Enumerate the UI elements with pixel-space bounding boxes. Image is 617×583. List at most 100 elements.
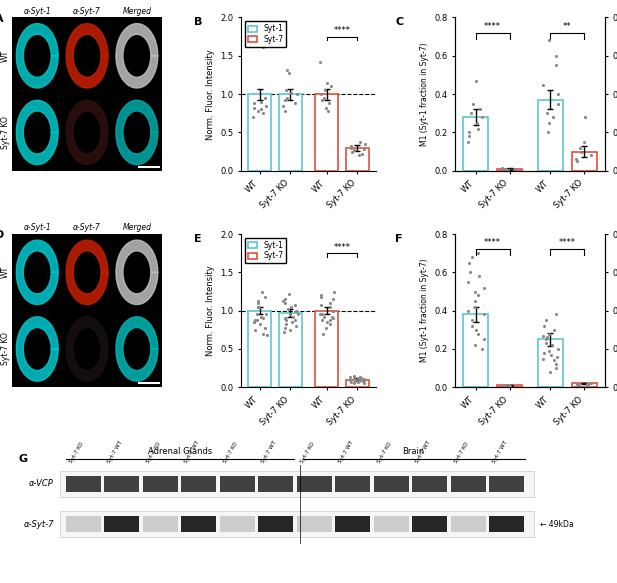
Point bbox=[541, 315, 551, 325]
FancyBboxPatch shape bbox=[489, 516, 524, 532]
Text: α-Syt-7: α-Syt-7 bbox=[73, 7, 101, 16]
FancyBboxPatch shape bbox=[220, 476, 255, 492]
Point bbox=[477, 113, 487, 122]
Text: α-Syt-7: α-Syt-7 bbox=[73, 223, 101, 233]
Point bbox=[253, 302, 263, 311]
Text: Syt-7 KO: Syt-7 KO bbox=[1, 116, 10, 149]
Point bbox=[325, 298, 335, 308]
Point bbox=[260, 323, 270, 332]
Text: Merged: Merged bbox=[122, 223, 151, 233]
Point bbox=[574, 381, 584, 391]
Point bbox=[359, 145, 369, 154]
Point bbox=[547, 340, 557, 350]
Point bbox=[358, 377, 368, 386]
Point bbox=[327, 312, 337, 321]
Point bbox=[354, 374, 364, 384]
Bar bbox=[571, 152, 597, 171]
Point bbox=[325, 302, 335, 311]
Point bbox=[350, 375, 360, 384]
Point bbox=[253, 298, 263, 308]
Point bbox=[350, 379, 360, 388]
Point bbox=[355, 375, 365, 384]
Point bbox=[288, 318, 297, 327]
FancyBboxPatch shape bbox=[60, 511, 534, 537]
Point bbox=[249, 99, 259, 108]
FancyBboxPatch shape bbox=[374, 476, 408, 492]
Point bbox=[326, 82, 336, 91]
Legend: Syt-1, Syt-7: Syt-1, Syt-7 bbox=[245, 238, 286, 264]
Point bbox=[319, 93, 329, 103]
Point bbox=[355, 372, 365, 381]
Point bbox=[503, 165, 513, 174]
Text: Syt-7 WT: Syt-7 WT bbox=[107, 440, 123, 464]
Point bbox=[579, 138, 589, 147]
Point bbox=[346, 142, 356, 151]
Point bbox=[350, 374, 360, 383]
Point bbox=[319, 312, 329, 321]
Point bbox=[284, 310, 294, 319]
Point bbox=[574, 380, 584, 389]
Bar bbox=[537, 339, 563, 387]
Point bbox=[586, 151, 596, 160]
Text: WT: WT bbox=[1, 50, 10, 62]
Point bbox=[541, 339, 551, 348]
Point bbox=[539, 348, 549, 357]
Point bbox=[580, 113, 590, 122]
Point bbox=[286, 302, 296, 311]
Point bbox=[262, 101, 271, 110]
Point bbox=[249, 103, 259, 113]
Text: F: F bbox=[395, 234, 403, 244]
Polygon shape bbox=[116, 240, 158, 304]
Y-axis label: M1 (Syt-1 fraction in Syt-7): M1 (Syt-1 fraction in Syt-7) bbox=[420, 43, 429, 146]
Point bbox=[551, 360, 561, 369]
Text: ← 49kDa: ← 49kDa bbox=[539, 519, 573, 529]
Point bbox=[323, 99, 333, 108]
Bar bbox=[112, 17, 162, 94]
Bar bbox=[571, 384, 597, 387]
Point bbox=[260, 93, 270, 103]
Point bbox=[260, 292, 270, 301]
Y-axis label: Norm. Fluor. Intensity: Norm. Fluor. Intensity bbox=[206, 265, 215, 356]
FancyBboxPatch shape bbox=[335, 476, 370, 492]
FancyBboxPatch shape bbox=[220, 516, 255, 532]
Point bbox=[549, 356, 559, 365]
Point bbox=[553, 345, 563, 354]
FancyBboxPatch shape bbox=[297, 516, 331, 532]
Point bbox=[544, 36, 554, 45]
Point bbox=[539, 321, 549, 331]
Point bbox=[474, 105, 484, 114]
Point bbox=[479, 283, 489, 292]
FancyBboxPatch shape bbox=[65, 516, 101, 532]
Point bbox=[464, 128, 474, 137]
Point bbox=[468, 99, 478, 108]
Point bbox=[316, 291, 326, 300]
Point bbox=[280, 298, 290, 308]
Point bbox=[258, 42, 268, 51]
Y-axis label: Norm. Fluor. Intensity: Norm. Fluor. Intensity bbox=[206, 49, 215, 139]
Bar bbox=[315, 94, 338, 171]
Point bbox=[256, 312, 266, 321]
Bar bbox=[12, 17, 62, 94]
Point bbox=[321, 103, 331, 113]
Point bbox=[542, 333, 552, 342]
Point bbox=[291, 306, 301, 315]
Point bbox=[470, 340, 479, 350]
Point bbox=[316, 300, 326, 309]
Bar bbox=[12, 94, 62, 171]
Point bbox=[471, 325, 481, 335]
Point bbox=[586, 379, 595, 388]
Point bbox=[356, 374, 366, 383]
Point bbox=[292, 89, 302, 99]
Point bbox=[505, 382, 515, 391]
Point bbox=[572, 379, 582, 388]
Text: A: A bbox=[0, 13, 4, 24]
Point bbox=[280, 314, 289, 323]
Point bbox=[280, 323, 290, 332]
FancyBboxPatch shape bbox=[181, 516, 216, 532]
Text: Syt-7 KO: Syt-7 KO bbox=[146, 441, 162, 464]
Point bbox=[281, 320, 291, 329]
Text: G: G bbox=[19, 454, 27, 464]
Point bbox=[551, 363, 561, 373]
FancyBboxPatch shape bbox=[143, 476, 178, 492]
Point bbox=[545, 367, 555, 377]
